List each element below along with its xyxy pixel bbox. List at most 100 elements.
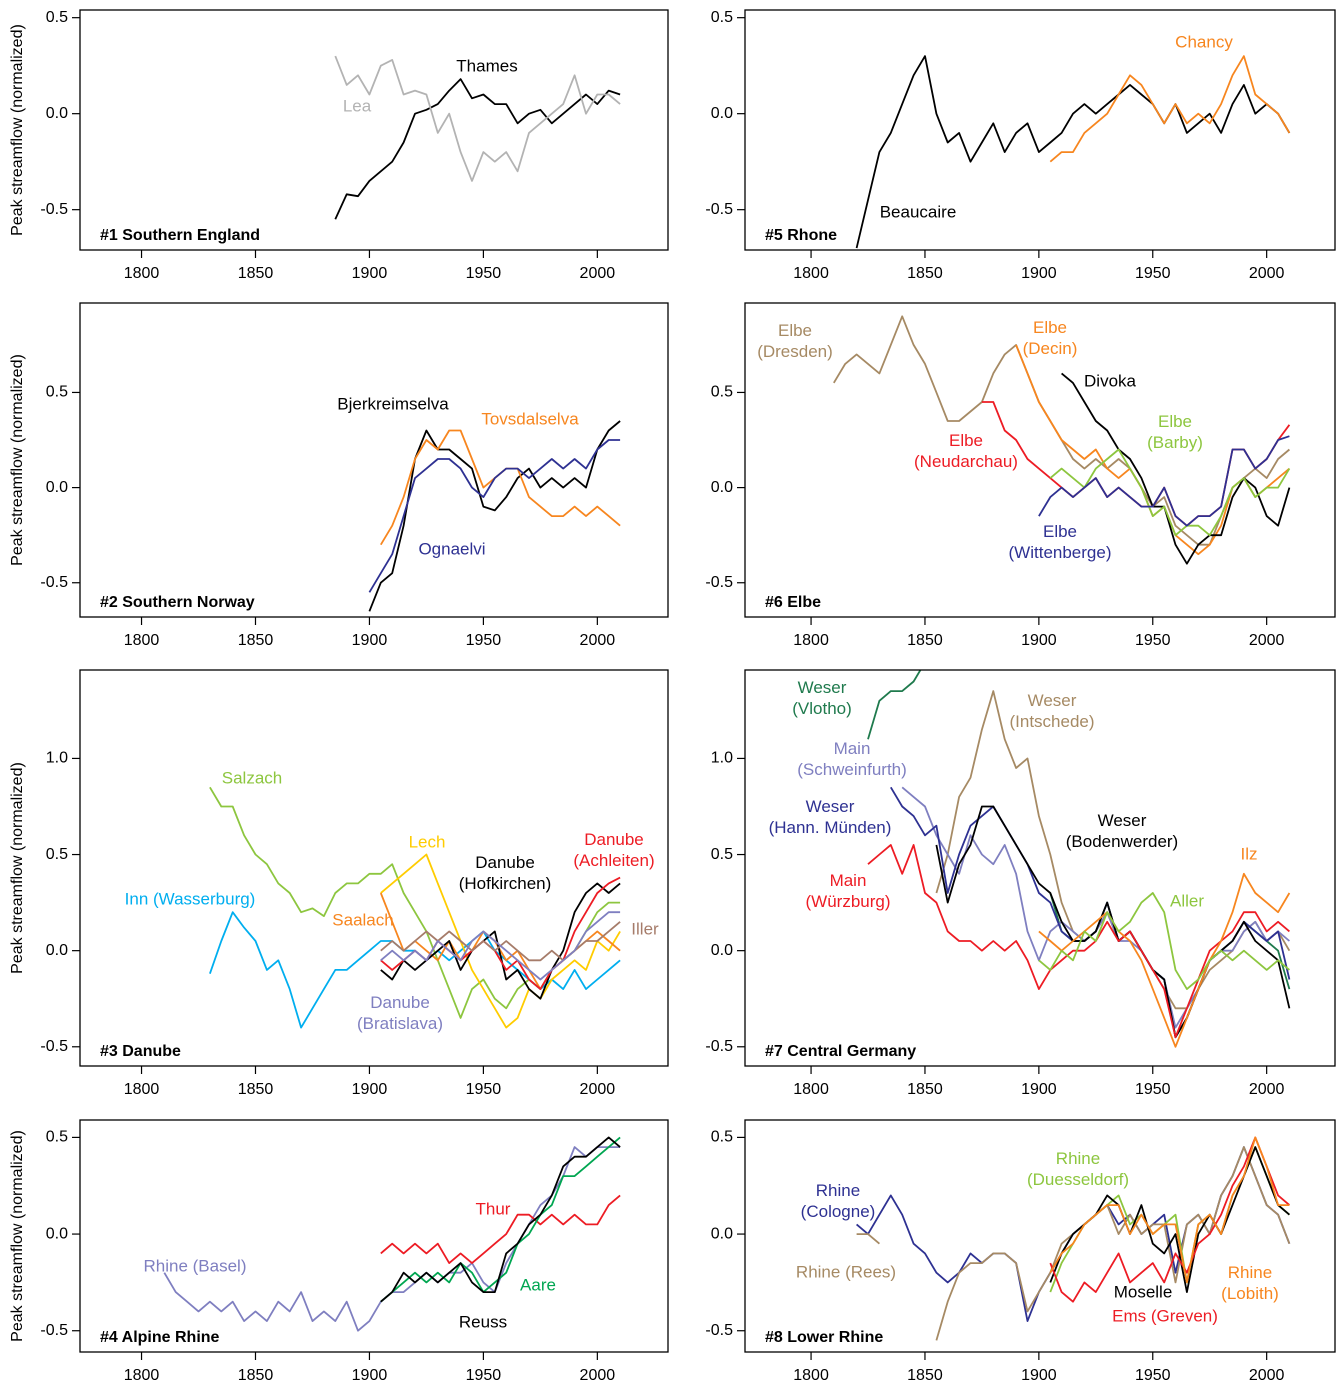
series-line xyxy=(1049,1136,1290,1303)
x-tick-label: 1850 xyxy=(907,632,943,649)
x-tick-label: 2000 xyxy=(580,632,616,649)
x-tick-label: 2000 xyxy=(580,1367,616,1383)
x-tick-label: 1800 xyxy=(793,1367,829,1383)
x-tick-label: 1950 xyxy=(1135,1367,1171,1383)
series-label: Thur xyxy=(475,1199,511,1219)
series-label: Rhine (Duesseldorf) xyxy=(1026,1149,1130,1189)
series-line xyxy=(380,882,621,1000)
x-tick-label: 1900 xyxy=(352,265,388,282)
x-tick-label: 1800 xyxy=(793,632,829,649)
series-label: Chancy xyxy=(1175,32,1233,52)
y-tick-label: -0.5 xyxy=(705,1038,733,1055)
series-label: Saalach xyxy=(332,910,394,930)
x-tick-label: 1900 xyxy=(1021,1081,1057,1098)
plot-frame xyxy=(744,302,1336,618)
series-label: Divoka xyxy=(1084,371,1136,391)
series-line xyxy=(334,55,621,182)
series-line xyxy=(334,78,621,220)
panel-title: #4 Alpine Rhine xyxy=(100,1329,220,1346)
series-line xyxy=(380,1194,621,1264)
x-tick-label: 1850 xyxy=(907,1367,943,1383)
x-tick-label: 2000 xyxy=(1249,632,1285,649)
y-tick-label: -0.5 xyxy=(40,574,68,591)
plot-frame xyxy=(79,1119,669,1353)
series-label: Ilz xyxy=(1240,844,1258,864)
x-tick-label: 1800 xyxy=(793,1081,829,1098)
x-tick-label: 1950 xyxy=(1135,632,1171,649)
series-label: Aller xyxy=(1169,891,1205,911)
series-line xyxy=(1061,372,1291,565)
x-tick-label: 2000 xyxy=(1249,1367,1285,1383)
series-line xyxy=(379,892,621,990)
x-tick-label: 1950 xyxy=(1135,265,1171,282)
y-tick-label: 0.5 xyxy=(711,384,733,401)
series-line xyxy=(1049,448,1291,537)
y-axis-label: Peak streamflow (normalized) xyxy=(9,354,26,566)
y-tick-label: 0.5 xyxy=(711,9,733,26)
series-line xyxy=(981,401,1291,527)
x-tick-label: 1800 xyxy=(124,1081,160,1098)
x-tick-label: 1800 xyxy=(124,632,160,649)
x-tick-label: 1900 xyxy=(352,1081,388,1098)
y-tick-label: 1.0 xyxy=(711,750,733,767)
plot-frame xyxy=(79,9,669,251)
y-tick-label: 0.0 xyxy=(46,105,68,122)
y-tick-label: 0.5 xyxy=(46,1129,68,1146)
series-label: Thames xyxy=(456,56,518,76)
y-tick-label: -0.5 xyxy=(40,201,68,218)
y-tick-label: 0.0 xyxy=(711,479,733,496)
panel-title: #3 Danube xyxy=(100,1043,181,1060)
series-label: Ems (Greven) xyxy=(1112,1306,1218,1326)
series-label: Salzach xyxy=(221,768,283,788)
series-label: Ognaelvi xyxy=(418,539,486,559)
y-tick-label: 0.5 xyxy=(46,9,68,26)
y-tick-label: 0.0 xyxy=(711,105,733,122)
series-label: Moselle xyxy=(1113,1282,1173,1302)
series-label: Lea xyxy=(342,96,372,116)
series-label: Elbe (Neudarchau) xyxy=(914,431,1018,471)
y-tick-label: 0.5 xyxy=(711,846,733,863)
y-axis-label: Peak streamflow (normalized) xyxy=(9,1130,26,1342)
series-label: Elbe (Wittenberge) xyxy=(1008,522,1112,562)
y-tick-label: -0.5 xyxy=(40,1038,68,1055)
x-tick-label: 1800 xyxy=(124,265,160,282)
y-axis-label: Peak streamflow (normalized) xyxy=(9,24,26,236)
x-tick-label: 1800 xyxy=(124,1367,160,1383)
series-label: Inn (Wasserburg) xyxy=(124,889,256,909)
series-label: Lech xyxy=(408,832,446,852)
series-label: Rhine (Basel) xyxy=(143,1256,247,1276)
plot-frame xyxy=(744,669,1336,1067)
series-label: Danube (Bratislava) xyxy=(357,993,443,1033)
plot-frame xyxy=(744,1119,1336,1353)
series-label: Tovsdalselva xyxy=(481,409,579,429)
panel-title: #8 Lower Rhine xyxy=(765,1329,883,1346)
plot-frame xyxy=(744,9,1336,251)
series-line xyxy=(1038,435,1290,527)
x-tick-label: 2000 xyxy=(580,265,616,282)
series-line xyxy=(380,1136,621,1303)
series-label: Rhine (Rees) xyxy=(795,1262,897,1282)
x-tick-label: 2000 xyxy=(580,1081,616,1098)
series-line xyxy=(163,1146,621,1332)
series-line xyxy=(1049,1136,1290,1284)
y-tick-label: -0.5 xyxy=(705,1322,733,1339)
series-line xyxy=(1038,892,1290,990)
y-tick-label: 0.0 xyxy=(711,1225,733,1242)
plot-frame xyxy=(79,302,669,618)
plot-frame xyxy=(79,669,669,1067)
series-label: Weser (Hann. Münden) xyxy=(768,797,892,837)
series-line xyxy=(380,853,621,1029)
panel-title: #1 Southern England xyxy=(100,227,260,244)
series-label: Danube (Achleiten) xyxy=(573,830,655,870)
series-label: Beaucaire xyxy=(879,202,957,222)
series-label: Elbe (Dresden) xyxy=(757,321,833,361)
series-label: Reuss xyxy=(458,1312,508,1332)
x-tick-label: 2000 xyxy=(1249,1081,1285,1098)
series-label: Elbe (Barby) xyxy=(1147,412,1203,452)
x-tick-label: 1850 xyxy=(238,632,274,649)
x-tick-label: 1850 xyxy=(238,265,274,282)
series-label: Main (Würzburg) xyxy=(805,871,891,911)
series-line xyxy=(856,1146,1291,1341)
x-tick-label: 1850 xyxy=(907,265,943,282)
